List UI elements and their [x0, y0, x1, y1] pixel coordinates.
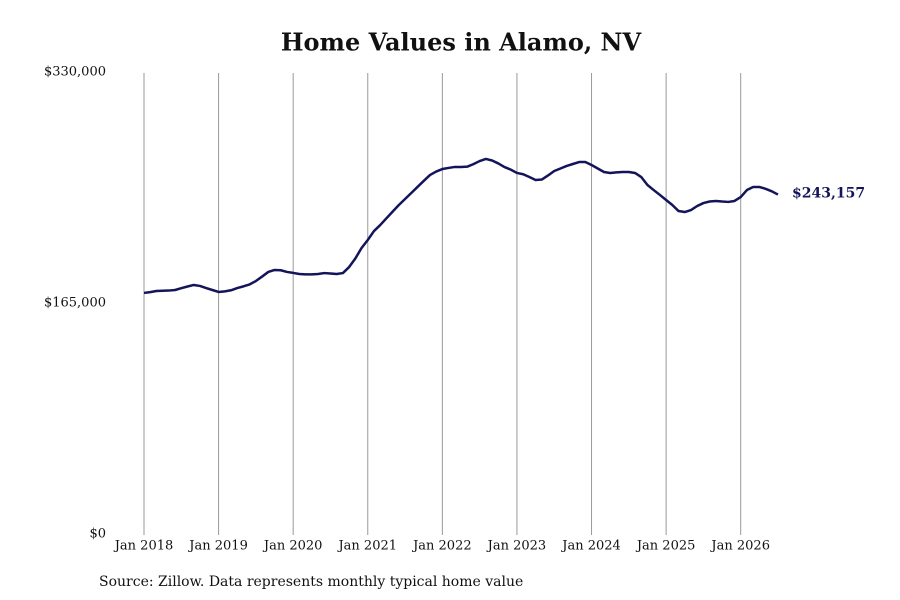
value-label: $243,157 — [792, 186, 865, 202]
x-tick-label: Jan 2024 — [560, 539, 621, 554]
x-tick-label: Jan 2019 — [187, 539, 248, 554]
x-tick-label: Jan 2020 — [262, 539, 323, 554]
line-series — [143, 157, 779, 295]
y-tick-label: $330,000 — [44, 65, 106, 80]
x-tick-label: Jan 2023 — [486, 539, 547, 554]
source-note: Source: Zillow. Data represents monthly … — [99, 574, 523, 590]
x-tick-label: Jan 2025 — [635, 539, 696, 554]
y-tick-label: $0 — [89, 527, 106, 542]
x-tick-label: Jan 2018 — [113, 539, 174, 554]
chart-title: Home Values in Alamo, NV — [281, 28, 642, 57]
x-tick-label: Jan 2022 — [411, 539, 472, 554]
x-tick-label: Jan 2021 — [336, 539, 397, 554]
y-tick-label: $165,000 — [44, 296, 106, 311]
x-tick-label: Jan 2026 — [709, 539, 770, 554]
